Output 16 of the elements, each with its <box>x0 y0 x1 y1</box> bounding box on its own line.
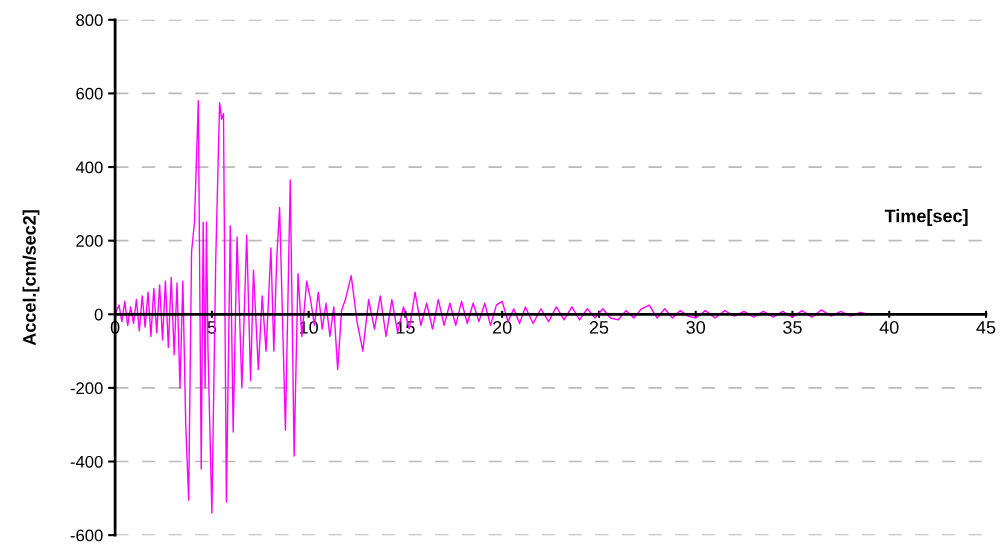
y-tick-label: 800 <box>76 14 103 26</box>
y-tick-label: 600 <box>76 87 103 100</box>
x-tick-label: 20 <box>493 321 512 334</box>
y-tick-label: 0 <box>94 308 103 321</box>
x-tick-label: 35 <box>783 321 802 334</box>
y-axis-title: Accel.[cm/sec2] <box>22 210 40 346</box>
x-tick-label: 30 <box>686 321 706 334</box>
y-tick-label: -200 <box>70 382 103 395</box>
x-tick-label: 40 <box>879 321 899 334</box>
y-tick-label: 400 <box>75 161 103 174</box>
y-tick-label: -600 <box>70 529 103 542</box>
x-tick-label: 25 <box>589 321 609 334</box>
y-tick-label: -400 <box>70 455 103 468</box>
x-axis-title: Time[sec] <box>884 209 968 226</box>
x-tick-label: 45 <box>976 321 996 334</box>
y-tick-label: 200 <box>76 235 103 247</box>
